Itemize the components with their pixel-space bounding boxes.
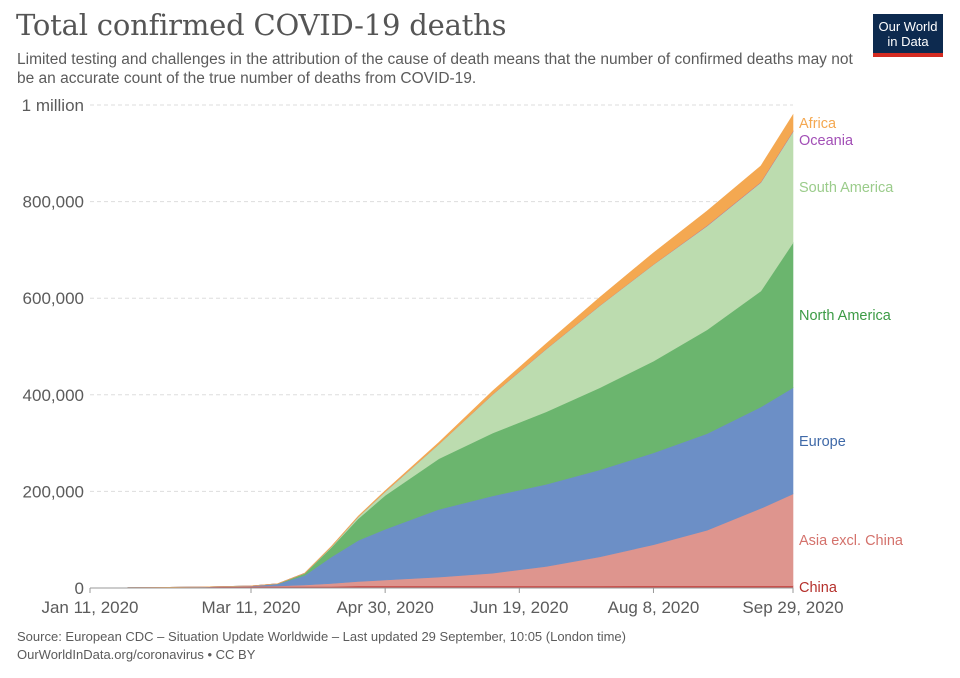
y-tick-label: 1 million <box>22 96 84 115</box>
area-africa[interactable] <box>89 113 794 589</box>
chart-footer: Source: European CDC – Situation Update … <box>17 628 626 664</box>
y-tick-label: 400,000 <box>23 386 84 405</box>
series-label-europe[interactable]: Europe <box>799 434 846 450</box>
y-tick-label: 0 <box>75 579 84 598</box>
x-tick-label: Sep 29, 2020 <box>742 598 843 617</box>
source-url[interactable]: OurWorldInData.org/coronavirus • CC BY <box>17 647 256 662</box>
series-label-north-america[interactable]: North America <box>799 308 892 324</box>
chart-subtitle: Limited testing and challenges in the at… <box>17 51 853 87</box>
axes: 0 200,000 400,000 600,000 800,000 1 million Ja… <box>22 96 844 617</box>
stacked-area-chart: 0 200,000 400,000 600,000 800,000 1 million Ja… <box>22 96 904 617</box>
logo-line-2: in Data <box>887 34 929 49</box>
series-label-africa[interactable]: Africa <box>799 116 837 132</box>
y-tick-label: 200,000 <box>23 482 84 501</box>
chart-title: Total confirmed COVID-19 deaths <box>16 8 507 42</box>
series-label-south-america[interactable]: South America <box>799 180 894 196</box>
source-note: Source: European CDC – Situation Update … <box>17 629 626 644</box>
x-tick-label: Aug 8, 2020 <box>608 598 700 617</box>
series-label-oceania[interactable]: Oceania <box>799 133 854 149</box>
y-tick-label: 600,000 <box>23 289 84 308</box>
area-series <box>89 113 794 589</box>
logo-line-1: Our World <box>878 19 938 34</box>
x-tick-label: Jun 19, 2020 <box>470 598 568 617</box>
owid-logo[interactable]: Our World in Data <box>873 14 943 57</box>
x-tick-label: Jan 11, 2020 <box>41 598 138 617</box>
y-tick-label: 800,000 <box>23 193 84 212</box>
series-label-china[interactable]: China <box>799 580 838 596</box>
x-tick-label: Mar 11, 2020 <box>202 598 301 617</box>
series-label-asia-excl-china[interactable]: Asia excl. China <box>799 533 904 549</box>
x-tick-label: Apr 30, 2020 <box>336 598 433 617</box>
